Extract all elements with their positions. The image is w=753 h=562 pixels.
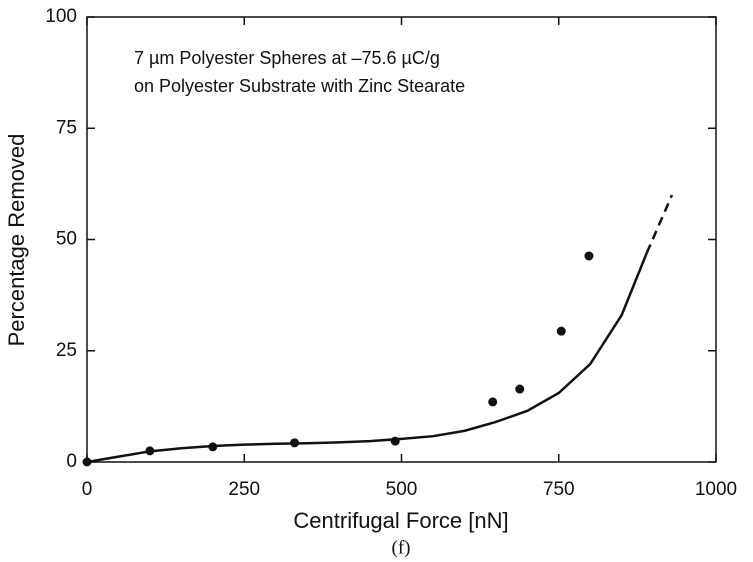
y-tick-label: 25 <box>56 340 77 361</box>
y-tick-label: 50 <box>56 229 77 250</box>
fit-curve <box>645 194 674 254</box>
x-tick-label: 250 <box>228 479 260 500</box>
y-tick-label: 100 <box>45 6 77 27</box>
annotation: 7 µm Polyester Spheres at –75.6 µC/g <box>134 48 440 68</box>
data-point <box>515 384 525 394</box>
y-tick-label: 75 <box>56 117 77 138</box>
y-axis-label: Percentage Removed <box>4 134 29 347</box>
y-tick-label: 0 <box>66 451 77 472</box>
x-axis-label: Centrifugal Force [nN] <box>293 508 508 533</box>
x-tick-label: 750 <box>543 479 575 500</box>
x-tick-label: 0 <box>82 479 93 500</box>
caption: (f) <box>392 537 411 558</box>
data-point <box>556 326 566 336</box>
x-tick-label: 1000 <box>695 479 737 500</box>
x-tick-label: 500 <box>386 479 418 500</box>
annotation: on Polyester Substrate with Zinc Stearat… <box>134 76 465 96</box>
data-point <box>488 397 498 407</box>
fit-curve <box>86 252 648 464</box>
data-point <box>584 251 594 261</box>
